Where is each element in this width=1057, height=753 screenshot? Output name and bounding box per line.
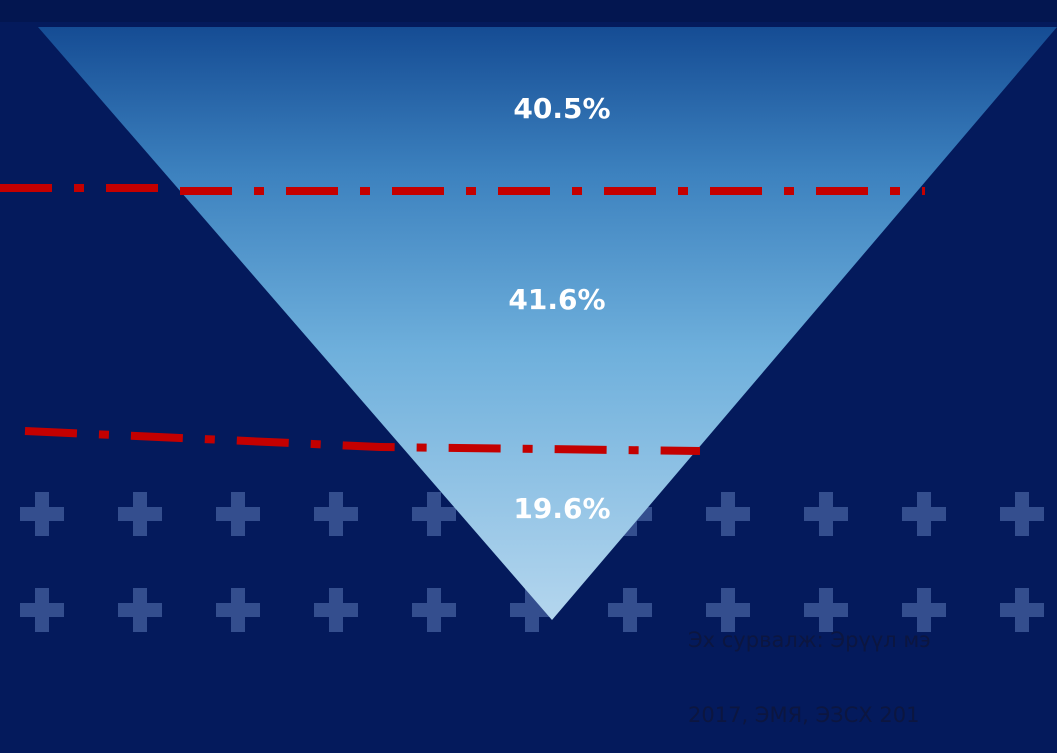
- level-2-label: 41.6%: [508, 283, 605, 316]
- level-1-label: 40.5%: [513, 92, 610, 125]
- top-band: [0, 0, 1057, 22]
- funnel-diagram: 40.5% 41.6% 19.6%: [0, 0, 1057, 632]
- upper-divider-line: [0, 184, 925, 195]
- level-3-label: 19.6%: [513, 492, 610, 525]
- lower-divider-line: [24, 427, 701, 455]
- source-line-1: Эх сурвалж: Эрүүл мэ: [688, 628, 931, 652]
- funnel-triangle: [38, 27, 1057, 620]
- source-line-2: 2017, ЭМЯ, ЭЗСХ 201: [688, 703, 920, 727]
- source-note: Эх сурвалж: Эрүүл мэ 2017, ЭМЯ, ЭЗСХ 201: [688, 578, 1057, 753]
